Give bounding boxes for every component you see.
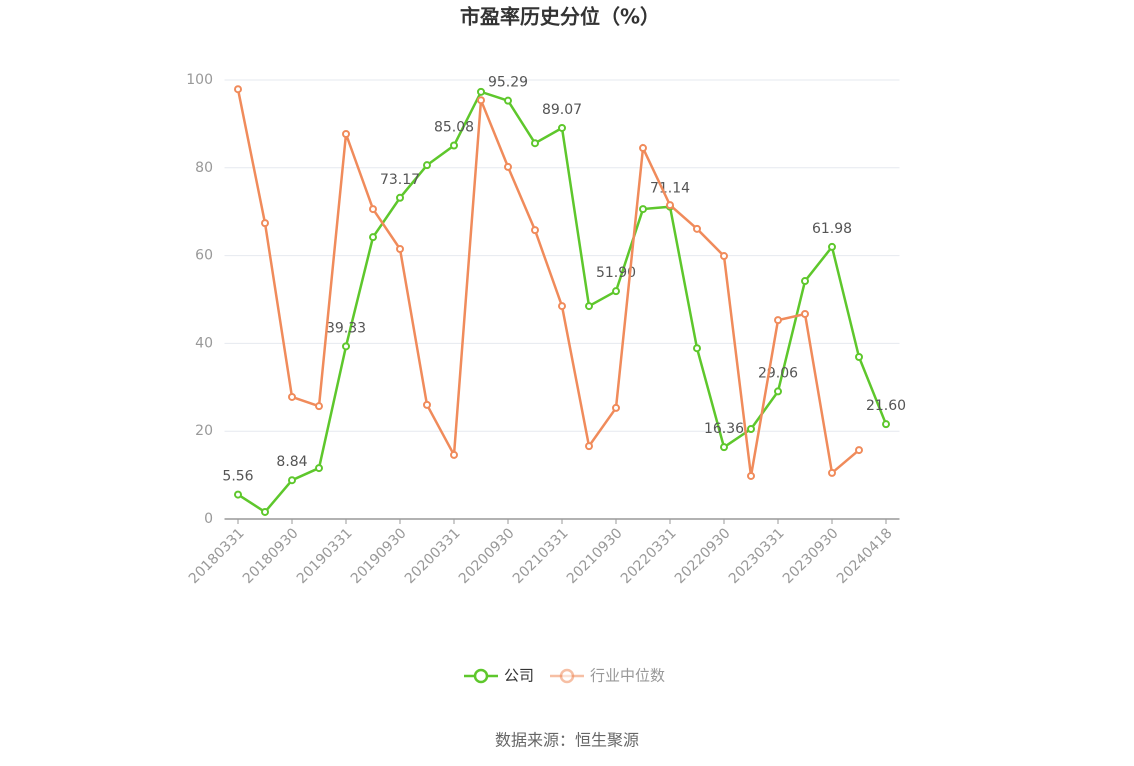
x-tick-label: 20200930 bbox=[456, 525, 518, 587]
y-tick-label: 40 bbox=[195, 335, 213, 351]
data-label: 29.06 bbox=[758, 365, 798, 381]
y-tick-label: 60 bbox=[195, 248, 213, 264]
data-point bbox=[315, 402, 323, 411]
data-point bbox=[828, 468, 836, 477]
data-point bbox=[477, 87, 485, 96]
x-tick-label: 20220331 bbox=[618, 525, 680, 587]
data-point bbox=[801, 309, 809, 318]
data-point bbox=[396, 245, 404, 254]
data-point bbox=[504, 96, 512, 105]
x-tick-label: 20210930 bbox=[564, 525, 626, 587]
data-point bbox=[342, 129, 350, 138]
data-point bbox=[369, 205, 377, 214]
data-label: 21.60 bbox=[866, 398, 906, 414]
data-point bbox=[639, 144, 647, 153]
legend-marker bbox=[559, 668, 575, 684]
data-point bbox=[261, 219, 269, 228]
data-label: 73.17 bbox=[380, 172, 420, 188]
data-point bbox=[450, 450, 458, 459]
data-label: 89.07 bbox=[542, 102, 582, 118]
data-point bbox=[774, 316, 782, 325]
data-point bbox=[342, 342, 350, 351]
data-label: 5.56 bbox=[222, 469, 253, 485]
data-point bbox=[747, 471, 755, 480]
x-tick-label: 20230930 bbox=[780, 525, 842, 587]
legend-label: 公司 bbox=[504, 667, 534, 685]
data-point bbox=[828, 242, 836, 251]
data-label: 39.33 bbox=[326, 320, 366, 336]
chart-title: 市盈率历史分位（%） bbox=[460, 5, 660, 29]
x-tick-label: 20220930 bbox=[672, 525, 734, 587]
x-tick-label: 20180930 bbox=[240, 525, 302, 587]
legend-item: 公司 bbox=[464, 667, 534, 685]
data-point bbox=[315, 464, 323, 473]
x-tick-label: 20190930 bbox=[348, 525, 410, 587]
data-point bbox=[774, 387, 782, 396]
source-note: 数据来源：恒生聚源 bbox=[495, 731, 639, 750]
x-tick-label: 20200331 bbox=[402, 525, 464, 587]
data-point bbox=[720, 443, 728, 452]
data-point bbox=[531, 226, 539, 235]
x-tick-label: 20180331 bbox=[186, 525, 248, 587]
y-tick-label: 100 bbox=[186, 72, 213, 88]
x-tick-label: 20230331 bbox=[726, 525, 788, 587]
data-point bbox=[585, 302, 593, 311]
series-line bbox=[236, 88, 860, 477]
series-line bbox=[237, 90, 888, 514]
data-point bbox=[855, 353, 863, 362]
data-point bbox=[666, 201, 674, 210]
data-point bbox=[234, 490, 242, 499]
data-point bbox=[585, 442, 593, 451]
data-point bbox=[693, 344, 701, 353]
data-label: 51.90 bbox=[596, 265, 636, 281]
data-point bbox=[477, 96, 485, 105]
legend-label: 行业中位数 bbox=[590, 667, 665, 685]
data-point bbox=[423, 161, 431, 170]
x-tick-label: 20210331 bbox=[510, 525, 572, 587]
data-point bbox=[369, 233, 377, 242]
x-tick-label: 20240418 bbox=[834, 525, 896, 587]
legend-marker bbox=[473, 668, 489, 684]
data-label: 61.98 bbox=[812, 221, 852, 237]
data-label: 85.08 bbox=[434, 119, 474, 135]
data-point bbox=[288, 476, 296, 485]
legend-item: 行业中位数 bbox=[550, 667, 665, 685]
data-point bbox=[234, 85, 242, 94]
data-point bbox=[855, 446, 863, 455]
data-point bbox=[261, 507, 269, 516]
x-tick-label: 20190331 bbox=[294, 525, 356, 587]
y-tick-label: 20 bbox=[195, 423, 213, 439]
data-point bbox=[450, 141, 458, 150]
data-point bbox=[558, 302, 566, 311]
data-point bbox=[288, 392, 296, 401]
data-label: 71.14 bbox=[650, 181, 690, 197]
data-point bbox=[558, 123, 566, 132]
data-point bbox=[639, 205, 647, 214]
data-label: 16.36 bbox=[704, 421, 744, 437]
data-label: 8.84 bbox=[276, 454, 307, 470]
data-point bbox=[612, 287, 620, 296]
data-point bbox=[504, 162, 512, 171]
data-point bbox=[531, 139, 539, 148]
data-point bbox=[882, 420, 890, 429]
data-point bbox=[612, 403, 620, 412]
data-point bbox=[423, 400, 431, 409]
y-tick-label: 80 bbox=[195, 160, 213, 176]
data-point bbox=[396, 193, 404, 202]
data-label: 95.29 bbox=[488, 75, 528, 91]
data-point bbox=[720, 252, 728, 261]
data-point bbox=[801, 277, 809, 286]
data-point bbox=[693, 224, 701, 233]
data-point bbox=[747, 425, 755, 434]
y-tick-label: 0 bbox=[204, 511, 213, 527]
